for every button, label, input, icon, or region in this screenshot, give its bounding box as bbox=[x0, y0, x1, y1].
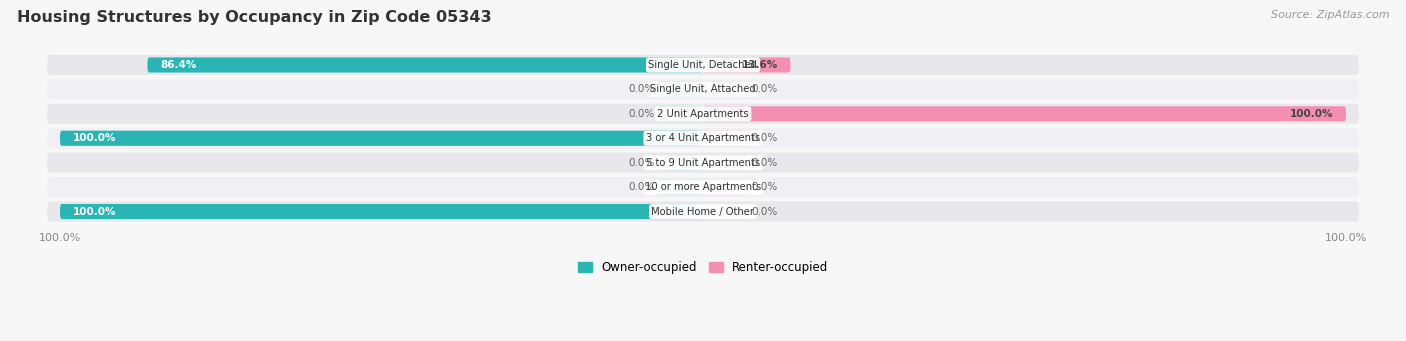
Text: 100.0%: 100.0% bbox=[73, 133, 117, 143]
FancyBboxPatch shape bbox=[60, 131, 703, 146]
Text: 100.0%: 100.0% bbox=[73, 207, 117, 217]
Text: 0.0%: 0.0% bbox=[751, 182, 778, 192]
Text: 100.0%: 100.0% bbox=[1289, 109, 1333, 119]
FancyBboxPatch shape bbox=[658, 155, 703, 170]
FancyBboxPatch shape bbox=[703, 82, 748, 97]
Text: Housing Structures by Occupancy in Zip Code 05343: Housing Structures by Occupancy in Zip C… bbox=[17, 10, 492, 25]
FancyBboxPatch shape bbox=[48, 153, 1358, 173]
FancyBboxPatch shape bbox=[703, 155, 748, 170]
Text: Mobile Home / Other: Mobile Home / Other bbox=[651, 207, 755, 217]
Text: Single Unit, Detached: Single Unit, Detached bbox=[648, 60, 758, 70]
Text: 0.0%: 0.0% bbox=[628, 182, 655, 192]
FancyBboxPatch shape bbox=[658, 106, 703, 121]
FancyBboxPatch shape bbox=[48, 128, 1358, 148]
Text: 0.0%: 0.0% bbox=[751, 207, 778, 217]
FancyBboxPatch shape bbox=[703, 131, 748, 146]
FancyBboxPatch shape bbox=[703, 180, 748, 195]
FancyBboxPatch shape bbox=[703, 57, 790, 73]
Text: 0.0%: 0.0% bbox=[751, 133, 778, 143]
Text: 10 or more Apartments: 10 or more Apartments bbox=[645, 182, 761, 192]
Text: 0.0%: 0.0% bbox=[628, 109, 655, 119]
FancyBboxPatch shape bbox=[48, 104, 1358, 124]
FancyBboxPatch shape bbox=[48, 177, 1358, 197]
Text: Source: ZipAtlas.com: Source: ZipAtlas.com bbox=[1271, 10, 1389, 20]
Text: 2 Unit Apartments: 2 Unit Apartments bbox=[657, 109, 749, 119]
Text: 0.0%: 0.0% bbox=[751, 158, 778, 168]
FancyBboxPatch shape bbox=[148, 57, 703, 73]
Legend: Owner-occupied, Renter-occupied: Owner-occupied, Renter-occupied bbox=[572, 256, 834, 279]
Text: 3 or 4 Unit Apartments: 3 or 4 Unit Apartments bbox=[645, 133, 761, 143]
FancyBboxPatch shape bbox=[703, 204, 748, 219]
Text: 0.0%: 0.0% bbox=[751, 85, 778, 94]
Text: 0.0%: 0.0% bbox=[628, 158, 655, 168]
FancyBboxPatch shape bbox=[703, 106, 1346, 121]
FancyBboxPatch shape bbox=[60, 204, 703, 219]
FancyBboxPatch shape bbox=[48, 79, 1358, 100]
Text: 13.6%: 13.6% bbox=[741, 60, 778, 70]
Text: 0.0%: 0.0% bbox=[628, 85, 655, 94]
FancyBboxPatch shape bbox=[658, 180, 703, 195]
Text: Single Unit, Attached: Single Unit, Attached bbox=[650, 85, 756, 94]
Text: 5 to 9 Unit Apartments: 5 to 9 Unit Apartments bbox=[645, 158, 761, 168]
FancyBboxPatch shape bbox=[658, 82, 703, 97]
FancyBboxPatch shape bbox=[48, 202, 1358, 222]
Text: 86.4%: 86.4% bbox=[160, 60, 197, 70]
FancyBboxPatch shape bbox=[48, 55, 1358, 75]
